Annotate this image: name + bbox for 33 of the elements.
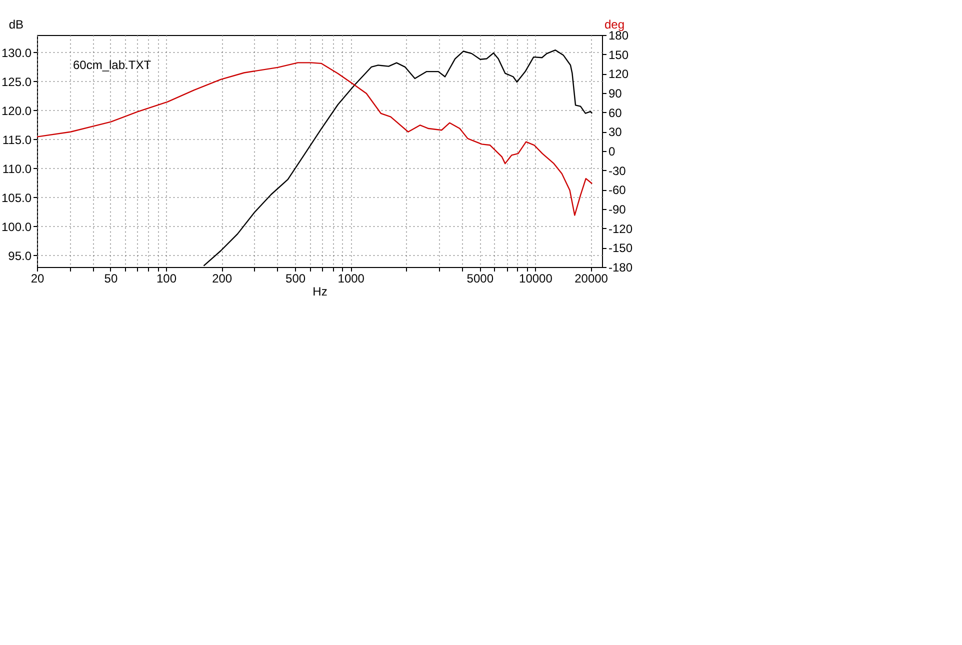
y-axis-title: dB bbox=[8, 18, 24, 32]
y2-tick-label: 30 bbox=[608, 125, 622, 140]
y2-tick-label: 0 bbox=[608, 144, 616, 158]
y2-tick-label: 60 bbox=[608, 106, 622, 120]
y2-tick-label: -30 bbox=[608, 164, 626, 178]
x-tick-label: 20000 bbox=[574, 272, 608, 286]
x-tick-label: 1000 bbox=[338, 272, 365, 286]
y2-tick-label: -120 bbox=[608, 222, 633, 236]
y-tick-label: 130.0 bbox=[1, 46, 32, 60]
y-tick-label: 105.0 bbox=[1, 190, 32, 205]
y2-tick-label: 150 bbox=[608, 48, 629, 62]
y-tick-label: 120.0 bbox=[1, 104, 32, 118]
y2-axis-title: deg bbox=[604, 18, 624, 32]
y-tick-label: 100.0 bbox=[1, 220, 32, 234]
y-tick-label: 115.0 bbox=[2, 132, 32, 147]
y-tick-label: 95.0 bbox=[8, 248, 32, 263]
x-tick-label: 10000 bbox=[519, 272, 553, 286]
y2-tick-label: 90 bbox=[608, 86, 622, 100]
y-tick-label: 125.0 bbox=[1, 74, 32, 89]
x-tick-label: 500 bbox=[286, 272, 306, 286]
y2-tick-label: -180 bbox=[608, 260, 633, 274]
x-tick-label: 5000 bbox=[466, 272, 494, 286]
y2-tick-label: -150 bbox=[608, 241, 633, 256]
annotation: 60cm_lab.TXT bbox=[73, 58, 152, 72]
x-tick-label: 100 bbox=[156, 272, 177, 286]
y2-tick-label: -60 bbox=[608, 183, 626, 198]
x-tick-label: 20 bbox=[30, 272, 44, 286]
y2-tick-label: 120 bbox=[608, 67, 629, 82]
y2-tick-label: -90 bbox=[608, 202, 626, 216]
x-axis-title: Hz bbox=[312, 284, 328, 298]
x-tick-label: 50 bbox=[104, 272, 118, 286]
x-tick-label: 200 bbox=[212, 272, 232, 286]
y-tick-label: 110.0 bbox=[2, 162, 32, 176]
